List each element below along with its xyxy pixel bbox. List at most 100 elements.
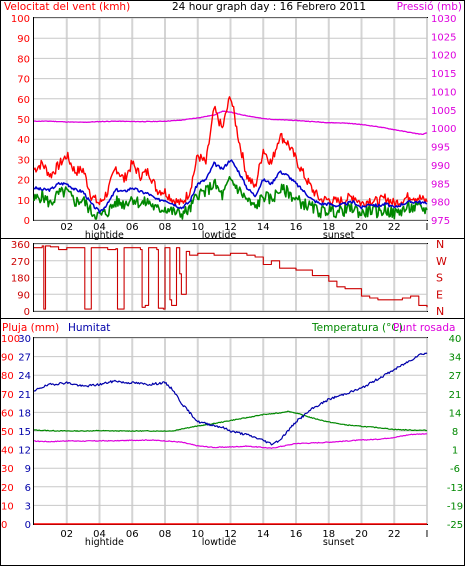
humidity-tick-label: 30 (18, 334, 31, 345)
humidity-tick-label: 0 (25, 520, 31, 531)
pressure-tick-label: 985 (431, 179, 450, 190)
pressure-line (33, 110, 427, 136)
wind-average-line (33, 159, 428, 214)
rain-tick-label: 90 (1, 353, 14, 364)
time-tick-label: 04 (93, 529, 106, 540)
rain-axis-title: Pluja (mm) (2, 322, 59, 334)
pressure-tick-label: 1020 (431, 51, 456, 62)
rain-tick-label: 20 (1, 483, 14, 494)
humidity-axis-title: Humitat (68, 322, 110, 334)
humidity-tick-label: 15 (18, 427, 31, 438)
time-tick-label: 20 (355, 222, 368, 233)
temperature-tick-label: -19 (447, 501, 463, 512)
pressure-tick-label: 1025 (431, 32, 456, 43)
astro-label: lowtide (202, 537, 237, 548)
humidity-tick-label: 6 (25, 483, 31, 494)
pressure-tick-label: 980 (431, 198, 450, 209)
direction-tick-label: 270 (11, 257, 30, 268)
time-tick-label: 06 (126, 529, 139, 540)
temperature-tick-label: 34 (449, 353, 462, 364)
time-tick-label: 14 (257, 529, 270, 540)
temperature-tick-label: 14 (449, 408, 462, 419)
temperature-tick-label: 27 (449, 371, 462, 382)
rain-tick-label: 40 (1, 446, 14, 457)
time-tick-label: I (426, 529, 429, 540)
wind-tick-label: 50 (17, 115, 30, 126)
time-tick-label: 02 (60, 222, 73, 233)
pressure-tick-label: 995 (431, 143, 450, 154)
astro-label: hightide (85, 230, 124, 241)
temperature-tick-label: 40 (449, 334, 462, 345)
dewpoint-axis-title: Punt rosada (393, 322, 455, 334)
humidity-tick-label: 12 (18, 446, 31, 457)
time-tick-label: 02 (60, 529, 73, 540)
time-tick-label: 14 (257, 222, 270, 233)
pressure-tick-label: 1015 (431, 69, 456, 80)
wind-direction-line (34, 245, 428, 310)
pressure-axis-title: Pressió (mb) (397, 1, 462, 13)
direction-compass-label: W (436, 255, 447, 268)
pressure-tick-label: 990 (431, 161, 450, 172)
temperature-tick-label: 8 (452, 427, 458, 438)
temperature-axis-title: Temperatura (°C) (311, 322, 403, 334)
astro-label: lowtide (202, 230, 237, 241)
temperature-tick-label: 21 (449, 390, 462, 401)
rain-tick-label: 30 (1, 464, 14, 475)
direction-compass-label: N (436, 305, 444, 318)
direction-tick-label: 360 (11, 240, 30, 251)
humidity-tick-label: 3 (25, 501, 31, 512)
time-tick-label: 08 (159, 529, 172, 540)
rain-tick-label: 10 (1, 501, 14, 512)
series-layer (33, 96, 428, 525)
time-tick-label: 22 (388, 222, 401, 233)
pressure-tick-label: 1000 (431, 124, 456, 135)
humidity-tick-label: 21 (18, 390, 31, 401)
direction-compass-label: E (436, 288, 443, 301)
time-tick-label: I (426, 222, 429, 233)
wind-tick-label: 40 (17, 135, 30, 146)
wind-tick-label: 20 (17, 176, 30, 187)
wind-tick-label: 0 (24, 216, 30, 227)
time-tick-label: 12 (224, 222, 237, 233)
direction-compass-label: S (436, 272, 443, 285)
wind-gust-line (33, 96, 428, 208)
temperature-tick-label: -25 (447, 520, 463, 531)
time-tick-label: 10 (191, 222, 204, 233)
dewpoint-line (34, 433, 428, 449)
humidity-tick-label: 27 (18, 353, 31, 364)
grid-layer (34, 17, 428, 525)
rain-tick-label: 80 (1, 371, 14, 382)
time-tick-label: 04 (93, 222, 106, 233)
direction-compass-label: N (436, 238, 444, 251)
humidity-tick-label: 24 (18, 371, 31, 382)
time-tick-label: 06 (126, 222, 139, 233)
astro-label: hightide (85, 537, 124, 548)
astro-label: sunset (323, 537, 355, 548)
wind-tick-label: 10 (17, 196, 30, 207)
pressure-tick-label: 1010 (431, 87, 456, 98)
humidity-tick-label: 18 (18, 408, 31, 419)
page-title: 24 hour graph day : 16 Febrero 2011 (172, 1, 366, 13)
wind-tick-label: 100 (11, 14, 30, 25)
time-tick-label: 12 (224, 529, 237, 540)
humidity-tick-label: 9 (25, 464, 31, 475)
rain-tick-label: 100 (1, 334, 20, 345)
temperature-tick-label: -6 (450, 464, 460, 475)
time-tick-label: 18 (322, 529, 335, 540)
temperature-tick-label: 1 (452, 446, 458, 457)
time-tick-label: 18 (322, 222, 335, 233)
rain-tick-label: 0 (1, 520, 7, 531)
time-tick-label: 08 (159, 222, 172, 233)
time-tick-label: 16 (290, 222, 303, 233)
pressure-tick-label: 1005 (431, 106, 456, 117)
direction-tick-label: 0 (24, 307, 30, 318)
direction-tick-label: 90 (17, 290, 30, 301)
wind-tick-label: 60 (17, 95, 30, 106)
time-tick-label: 10 (191, 529, 204, 540)
rain-tick-label: 50 (1, 427, 14, 438)
time-tick-label: 16 (290, 529, 303, 540)
temperature-tick-label: -13 (447, 483, 463, 494)
